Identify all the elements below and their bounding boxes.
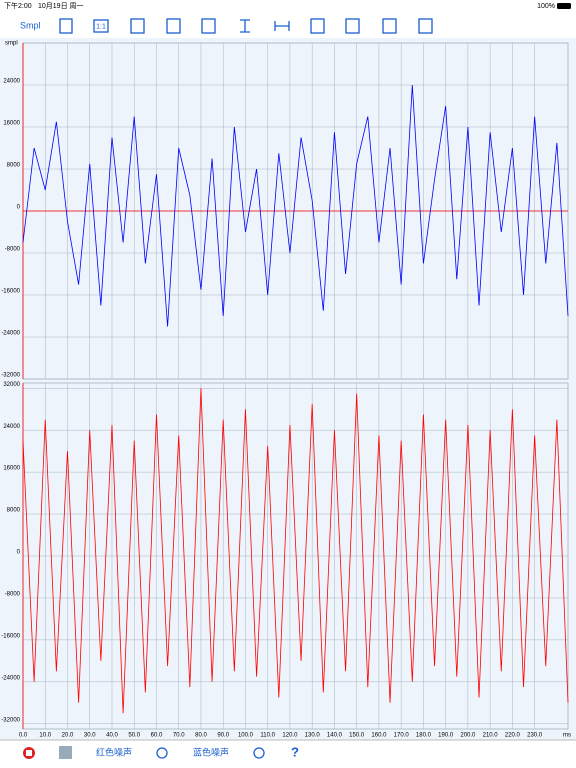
x-tick-label: 170.0 <box>394 733 410 739</box>
blue-settings[interactable] <box>253 747 265 759</box>
icon-zoom-in-x[interactable] <box>382 18 397 34</box>
x-tick-label: 220.0 <box>505 733 521 739</box>
x-axis-label: ms <box>563 733 571 739</box>
y-tick-label: -24000 <box>1 331 20 337</box>
y-tick-label: -16000 <box>1 633 20 639</box>
x-tick-label: 120.0 <box>282 733 298 739</box>
x-tick-label: 160.0 <box>371 733 387 739</box>
y-tick-label: -32000 <box>1 373 20 379</box>
x-tick-label: 90.0 <box>217 733 229 739</box>
help-button[interactable]: ? <box>291 744 299 759</box>
y-tick-label: -8000 <box>5 592 21 598</box>
red-settings[interactable] <box>156 747 168 759</box>
y-tick-label: 8000 <box>7 508 21 514</box>
waveform <box>22 388 569 714</box>
x-tick-label: 200.0 <box>460 733 476 739</box>
charts: 24000 16000 8000 0 -8000 -16000 -24000 -32000 sm… <box>1 41 571 739</box>
icon-zoom-out-y[interactable] <box>345 18 360 34</box>
status-date: 10月19日 周一 <box>38 2 84 10</box>
y-tick-label: -16000 <box>1 289 20 295</box>
y-tick-label: -8000 <box>5 247 21 253</box>
mode-button[interactable]: Smpl <box>20 20 41 30</box>
y-tick-label: -24000 <box>1 675 20 681</box>
y-axis-label: smpl <box>5 41 18 47</box>
x-tick-label: 190.0 <box>438 733 454 739</box>
icon-range-x[interactable] <box>274 21 290 31</box>
x-tick-label: 150.0 <box>349 733 365 739</box>
icon-zoom-in-y[interactable] <box>310 18 325 34</box>
icon-wave[interactable] <box>59 18 73 34</box>
x-tick-label: 230.0 <box>527 733 543 739</box>
y-tick-label: 16000 <box>3 466 20 472</box>
icon-one-to-one-label: 1:1 <box>96 23 106 30</box>
chart-area <box>0 38 576 740</box>
y-tick-label: 0 <box>17 205 21 211</box>
x-tick-label: 110.0 <box>260 733 275 739</box>
x-tick-label: 210.0 <box>483 733 499 739</box>
y-tick-label: 32000 <box>3 382 20 388</box>
x-tick-label: 60.0 <box>151 733 163 739</box>
battery-icon <box>557 3 571 9</box>
icon-fit-y[interactable] <box>201 18 216 34</box>
x-tick-label: 130.0 <box>305 733 321 739</box>
x-tick-label: 80.0 <box>195 733 207 739</box>
icon-range-y[interactable] <box>240 19 250 33</box>
x-tick-label: 40.0 <box>106 733 118 739</box>
x-tick-label: 70.0 <box>173 733 185 739</box>
icon-fit[interactable] <box>166 18 181 34</box>
y-tick-label: 16000 <box>3 121 20 127</box>
x-tick-label: 140.0 <box>327 733 343 739</box>
x-tick-label: 180.0 <box>416 733 432 739</box>
toolbar-icons: 1:1 <box>59 18 433 34</box>
waveform <box>22 84 569 327</box>
blue-noise-button[interactable]: 蓝色噪声 <box>193 746 229 757</box>
x-tick-label: 20.0 <box>62 733 74 739</box>
x-tick-label: 0.0 <box>19 733 28 739</box>
y-tick-label: 0 <box>17 550 21 556</box>
status-time: 下午2:00 <box>4 1 32 10</box>
icon-split[interactable] <box>130 18 145 34</box>
x-tick-label: 50.0 <box>128 733 140 739</box>
y-tick-label: 8000 <box>7 163 21 169</box>
x-tick-label: 30.0 <box>84 733 96 739</box>
y-tick-label: -32000 <box>1 717 20 723</box>
icon-one-to-one[interactable] <box>93 19 109 33</box>
status-battery: 100% <box>537 3 555 10</box>
stop-icon <box>26 750 32 756</box>
y-tick-label: 24000 <box>3 424 20 430</box>
red-noise-button[interactable]: 红色噪声 <box>96 746 132 757</box>
x-tick-label: 100.0 <box>238 733 254 739</box>
x-tick-label: 10.0 <box>39 733 51 739</box>
wave-button[interactable] <box>59 746 72 759</box>
icon-zoom-out-x[interactable] <box>418 18 433 34</box>
y-tick-label: 24000 <box>3 79 20 85</box>
